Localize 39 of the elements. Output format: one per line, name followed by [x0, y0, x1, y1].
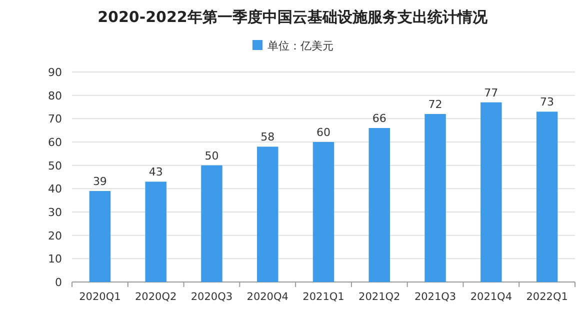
y-tick-label: 50 [48, 159, 62, 172]
data-label: 66 [372, 112, 386, 125]
y-tick-label: 40 [48, 182, 62, 196]
data-label: 60 [316, 126, 330, 139]
legend-label: 单位：亿美元 [268, 40, 334, 52]
bar [424, 114, 446, 282]
chart-title: 2020-2022年第一季度中国云基础设施服务支出统计情况 [98, 8, 488, 26]
x-tick-label: 2020Q1 [79, 291, 121, 303]
bar [201, 165, 222, 282]
x-tick-label: 2020Q3 [190, 291, 233, 303]
bar [312, 142, 334, 282]
x-tick-label: 2022Q1 [526, 291, 568, 303]
y-tick-label: 80 [48, 89, 62, 102]
x-tick-label: 2021Q2 [358, 291, 400, 303]
y-tick-label: 90 [48, 66, 62, 79]
x-tick-label: 2021Q4 [470, 291, 512, 303]
y-tick-label: 60 [48, 136, 62, 149]
x-tick-label: 2021Q3 [414, 291, 456, 303]
data-label: 39 [92, 175, 107, 188]
data-label: 58 [260, 130, 275, 144]
data-label: 43 [148, 166, 163, 179]
y-tick-label: 0 [55, 276, 62, 289]
data-label: 73 [540, 96, 554, 109]
y-tick-label: 30 [48, 206, 62, 219]
bar [480, 102, 502, 282]
bar [368, 128, 390, 282]
x-tick-label: 2020Q2 [134, 291, 177, 303]
bar [256, 146, 278, 282]
bar [145, 182, 166, 282]
y-tick-label: 10 [48, 252, 62, 266]
x-tick-label: 2020Q4 [246, 291, 289, 303]
data-label: 72 [428, 98, 442, 111]
bar [536, 112, 558, 282]
data-label: 77 [484, 86, 498, 100]
bar [89, 191, 111, 282]
y-tick-label: 70 [48, 112, 62, 126]
y-tick-label: 20 [48, 229, 62, 242]
data-label: 50 [204, 149, 219, 162]
x-tick-label: 2021Q1 [302, 291, 344, 303]
